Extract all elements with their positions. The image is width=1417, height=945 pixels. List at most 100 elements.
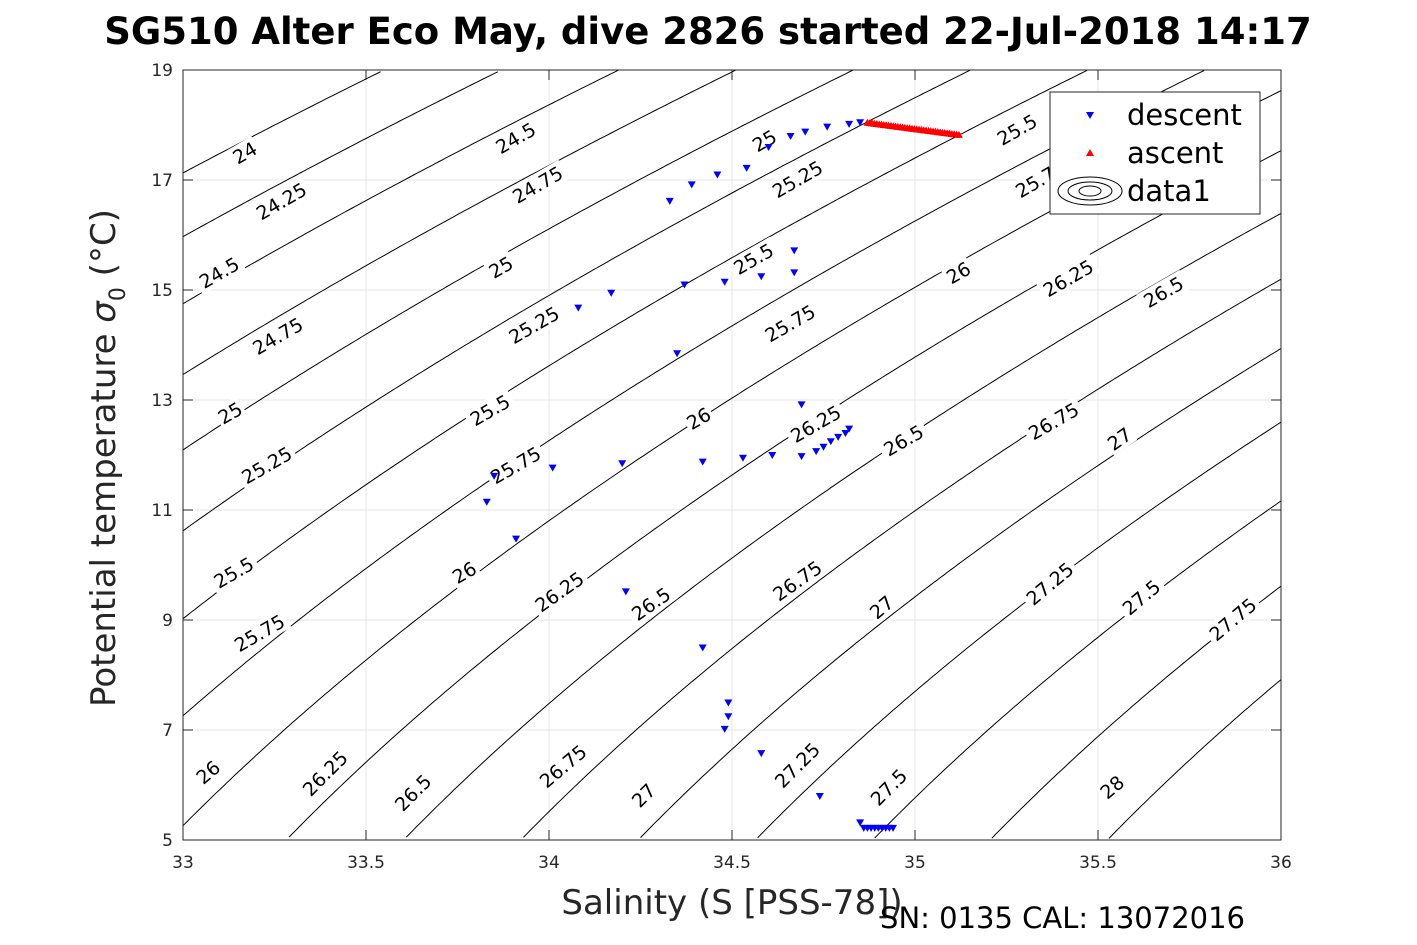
y-tick-label: 17 <box>151 171 173 191</box>
contour-label-group: 25.5 <box>206 550 261 595</box>
contour-label-bg <box>245 311 310 361</box>
contour-line <box>1108 679 1282 839</box>
contour-label-bg <box>1021 396 1086 446</box>
contour-label-bg <box>227 608 292 658</box>
x-tick-label: 35.5 <box>1079 853 1117 873</box>
y-axis-label-sub: 0 <box>106 287 131 301</box>
contour-label-bg <box>1019 555 1081 612</box>
descent-point <box>845 120 854 128</box>
y-tick-label: 15 <box>151 281 173 301</box>
descent-point <box>673 350 682 358</box>
contour-label: 26 <box>449 558 481 589</box>
contour-label-bg <box>766 554 829 608</box>
contour-label: 25.25 <box>505 303 563 349</box>
descent-point <box>720 278 729 286</box>
descent-point <box>738 454 747 462</box>
y-axis-label-symbol: σ <box>84 300 124 323</box>
contour-line <box>523 278 1282 838</box>
descent-point <box>621 588 630 596</box>
legend-ascent-label: ascent <box>1127 136 1223 170</box>
contour-label: 25.75 <box>487 443 545 489</box>
y-tick-label: 19 <box>151 61 173 81</box>
contour-label: 27 <box>628 780 661 813</box>
contour-label-bg <box>206 550 261 595</box>
contour-label-group: 27.5 <box>1115 572 1168 622</box>
contour-label-group: 26.5 <box>876 418 931 463</box>
legend-contour-icon <box>1057 176 1123 206</box>
y-tick-label: 9 <box>162 611 173 631</box>
chart-title: SG510 Alter Eco May, dive 2826 started 2… <box>104 10 1312 53</box>
contour-label-group: 26.75 <box>1021 396 1086 446</box>
footer-serial: SN: 0135 CAL: 13072016 <box>880 901 1245 935</box>
contour-line <box>182 71 381 174</box>
descent-point <box>490 472 499 480</box>
descent-point <box>815 793 824 800</box>
descent-point <box>845 425 854 433</box>
contour-label-group: 26.25 <box>783 399 848 449</box>
descent-point <box>826 438 835 446</box>
contour-label-group: 25 <box>483 250 519 284</box>
contour-label-group: 26 <box>680 401 717 435</box>
descent-point <box>819 443 828 451</box>
descent-point <box>812 448 821 456</box>
contour-label-group: 26.25 <box>1036 253 1101 303</box>
contour-label-group: 27 <box>625 777 662 813</box>
contour-label-bg <box>876 418 931 463</box>
contour-label: 27.25 <box>771 739 825 793</box>
contour-label-bg <box>863 589 900 625</box>
contour-label-bg <box>1036 253 1101 303</box>
contour-line <box>182 69 971 532</box>
contour-label: 24.75 <box>249 314 307 360</box>
contour-label: 26.25 <box>787 402 845 448</box>
contour-label-group: 24.75 <box>245 311 310 361</box>
y-tick-label: 13 <box>151 391 173 411</box>
descent-point <box>687 181 696 189</box>
contour-label-group: 25 <box>746 124 783 158</box>
contour-label-bg <box>783 399 848 449</box>
contour-label-bg <box>1094 769 1130 805</box>
descent-point <box>548 464 557 472</box>
contour-label-group: 24.25 <box>249 176 314 226</box>
contour-label-group: 27.25 <box>1019 555 1081 612</box>
descent-point <box>797 401 806 409</box>
contour-label-group: 27.25 <box>767 735 827 795</box>
descent-point <box>724 713 733 721</box>
contour-label: 26.75 <box>536 741 592 793</box>
contour-label-group: 25.75 <box>483 440 548 490</box>
contour-line <box>182 69 619 305</box>
contour-label-bg <box>190 754 226 790</box>
x-axis-ticks: 33 33.5 34 34.5 35 35.5 36 <box>172 70 1292 873</box>
contour-label: 26.25 <box>1040 256 1098 302</box>
contour-label-group: 25.5 <box>989 107 1045 152</box>
descent-point <box>790 269 799 277</box>
descent-point <box>698 458 707 466</box>
contour-label-bg <box>505 159 570 210</box>
descent-point <box>889 824 898 832</box>
legend-data1-label: data1 <box>1127 174 1211 208</box>
contour-label-bg <box>940 256 977 290</box>
contour-line <box>182 69 736 375</box>
contour-label-bg <box>767 735 827 795</box>
contour-label-group: 26.25 <box>528 565 591 619</box>
contour-label-bg <box>462 388 518 433</box>
contour-label-bg <box>234 440 299 490</box>
contour-label-group: 26 <box>940 256 977 290</box>
contour-label-bg <box>1202 591 1264 648</box>
contour-label-bg <box>680 401 717 435</box>
contour-label-bg <box>1136 269 1191 314</box>
descent-point <box>797 453 806 461</box>
contour-label: 26.25 <box>299 747 353 801</box>
contour-label-group: 28 <box>1094 769 1130 805</box>
descent-point <box>757 273 766 281</box>
contour-line <box>288 150 1282 838</box>
y-axis-label-unit: (°C) <box>84 209 124 287</box>
contour-label-bg <box>501 300 566 350</box>
contour-label: 25.25 <box>238 443 296 489</box>
contour-label: 25 <box>215 398 247 429</box>
y-axis-label-main: Potential temperature <box>84 323 124 707</box>
density-contours <box>182 69 1282 839</box>
descent-point <box>482 498 491 506</box>
contour-label-bg <box>1101 421 1138 456</box>
contour-line <box>405 212 1282 838</box>
contour-label-bg <box>387 767 439 819</box>
